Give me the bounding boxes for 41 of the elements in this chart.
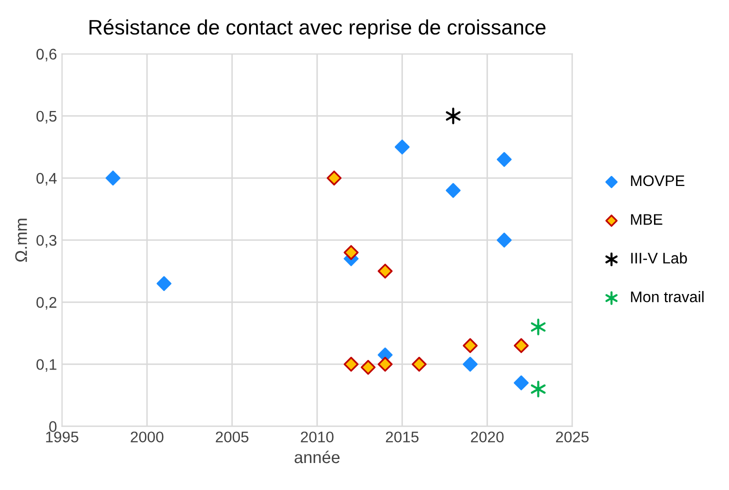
- legend-label: MBE: [631, 214, 662, 225]
- point: [412, 356, 427, 372]
- point: [326, 170, 342, 186]
- y-tick-label: 0,6: [36, 48, 56, 62]
- point: [378, 264, 393, 279]
- x-tick-label: 2015: [386, 432, 419, 442]
- point: [344, 356, 359, 372]
- y-tick-label: 0: [49, 421, 57, 432]
- point: [462, 338, 478, 354]
- x-tick-label: 2005: [216, 432, 248, 442]
- point: [394, 140, 410, 154]
- point: [378, 356, 393, 372]
- point: [344, 245, 359, 260]
- point: [514, 375, 529, 390]
- y-tick-label: 0,3: [36, 234, 56, 248]
- point: [530, 318, 546, 336]
- point: [514, 338, 529, 354]
- point: [462, 356, 478, 372]
- point: [496, 152, 512, 167]
- point: [446, 108, 461, 124]
- y-tick-label: 0,1: [36, 359, 56, 372]
- point: [156, 276, 172, 291]
- legend-label: III-V Lab: [631, 252, 687, 264]
- x-tick-label: 2010: [300, 432, 334, 442]
- y-tick-label: 0,4: [36, 172, 57, 186]
- legend-label: MOVPE: [631, 175, 684, 186]
- legend-label: Mon travail: [631, 291, 704, 302]
- point: [360, 360, 376, 375]
- x-tick-label: 1995: [46, 432, 78, 442]
- x-tick-label: 2000: [130, 432, 164, 442]
- point: [530, 380, 546, 398]
- x-tick-label: 2025: [556, 432, 589, 442]
- point: [446, 183, 461, 198]
- point: [106, 170, 120, 186]
- y-axis-title: Ω.mm: [15, 218, 27, 262]
- y-tick-label: 0,5: [36, 110, 56, 124]
- x-tick-label: 2020: [470, 432, 504, 442]
- x-axis-title: année: [294, 450, 340, 464]
- y-tick-label: 0,2: [36, 297, 56, 310]
- chart-title: Résistance de contact avec reprise de croissance: [90, 19, 546, 39]
- point: [496, 232, 512, 248]
